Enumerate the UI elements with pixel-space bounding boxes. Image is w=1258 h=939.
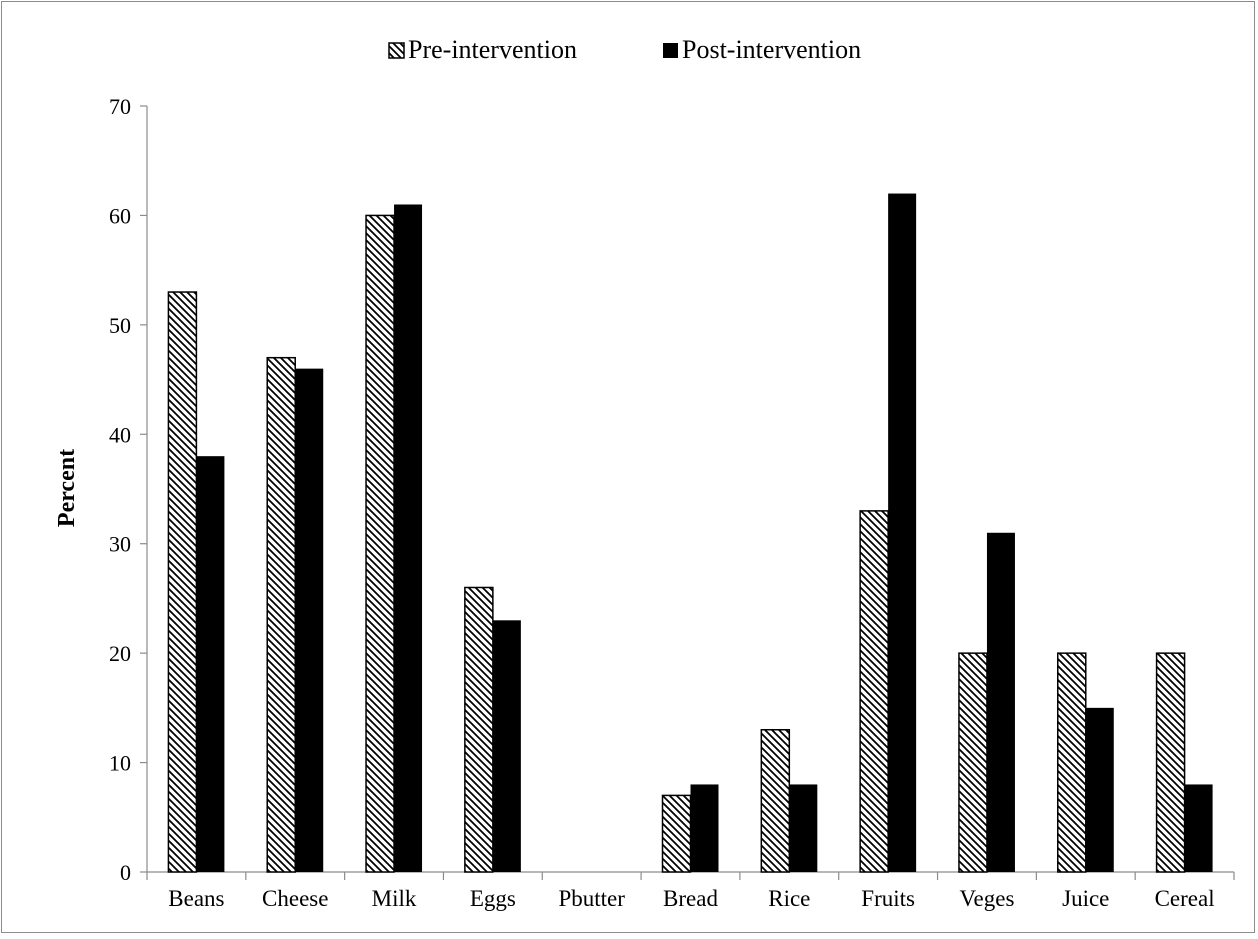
- bar-post-intervention: [295, 368, 324, 872]
- y-tick-label: 70: [109, 94, 131, 119]
- bar-pre-intervention: [1057, 652, 1087, 873]
- bar-post-intervention: [690, 784, 719, 872]
- bar-post-intervention: [394, 204, 423, 872]
- bar-pre-intervention: [266, 356, 296, 873]
- legend-label-pre: Pre-intervention: [408, 35, 577, 64]
- bar-post-intervention: [789, 784, 818, 872]
- x-category-label: Beans: [168, 886, 224, 911]
- bars: [167, 193, 1213, 873]
- bar-post-intervention: [196, 456, 225, 872]
- bar-post-intervention: [986, 532, 1015, 872]
- y-tick-label: 40: [109, 422, 131, 447]
- bar-pre-intervention: [958, 652, 988, 873]
- x-category-label: Eggs: [470, 886, 516, 911]
- legend-label-post: Post-intervention: [682, 35, 861, 64]
- y-tick-label: 20: [109, 641, 131, 666]
- x-category-label: Bread: [663, 886, 718, 911]
- bar-pre-intervention: [365, 214, 395, 873]
- y-tick-label: 60: [109, 203, 131, 228]
- y-tick-label: 30: [109, 532, 131, 557]
- y-axis: 0 10 20 30 40 50 60 70: [109, 94, 148, 885]
- x-category-label: Cheese: [262, 886, 328, 911]
- x-category-label: Pbutter: [558, 886, 625, 911]
- x-axis: Beans Cheese Milk Eggs Pbutter Bread Rice Fruit…: [146, 871, 1235, 911]
- legend-swatch-post: [663, 43, 678, 58]
- y-tick-label: 50: [109, 313, 131, 338]
- legend-swatch-pre: [388, 42, 405, 59]
- x-category-label: Cereal: [1155, 886, 1215, 911]
- bar-pre-intervention: [661, 794, 692, 873]
- bar-post-intervention: [1184, 784, 1213, 872]
- y-tick-label: 10: [109, 751, 131, 776]
- y-tick-label: 0: [120, 860, 131, 885]
- bar-pre-intervention: [859, 510, 889, 873]
- legend: Pre-intervention Post-intervention: [388, 35, 861, 64]
- x-category-label: Veges: [959, 886, 1014, 911]
- y-axis-title: Percent: [54, 449, 80, 527]
- x-category-label: Milk: [372, 886, 417, 911]
- x-category-label: Juice: [1062, 886, 1109, 911]
- bar-pre-intervention: [1155, 652, 1186, 873]
- x-category-label: Fruits: [861, 886, 915, 911]
- bar-pre-intervention: [760, 728, 791, 873]
- bar-pre-intervention: [167, 291, 198, 873]
- bar-pre-intervention: [464, 586, 494, 873]
- bar-post-intervention: [1085, 707, 1114, 872]
- x-category-label: Rice: [768, 886, 810, 911]
- bar-post-intervention: [492, 620, 521, 872]
- bar-post-intervention: [888, 193, 917, 873]
